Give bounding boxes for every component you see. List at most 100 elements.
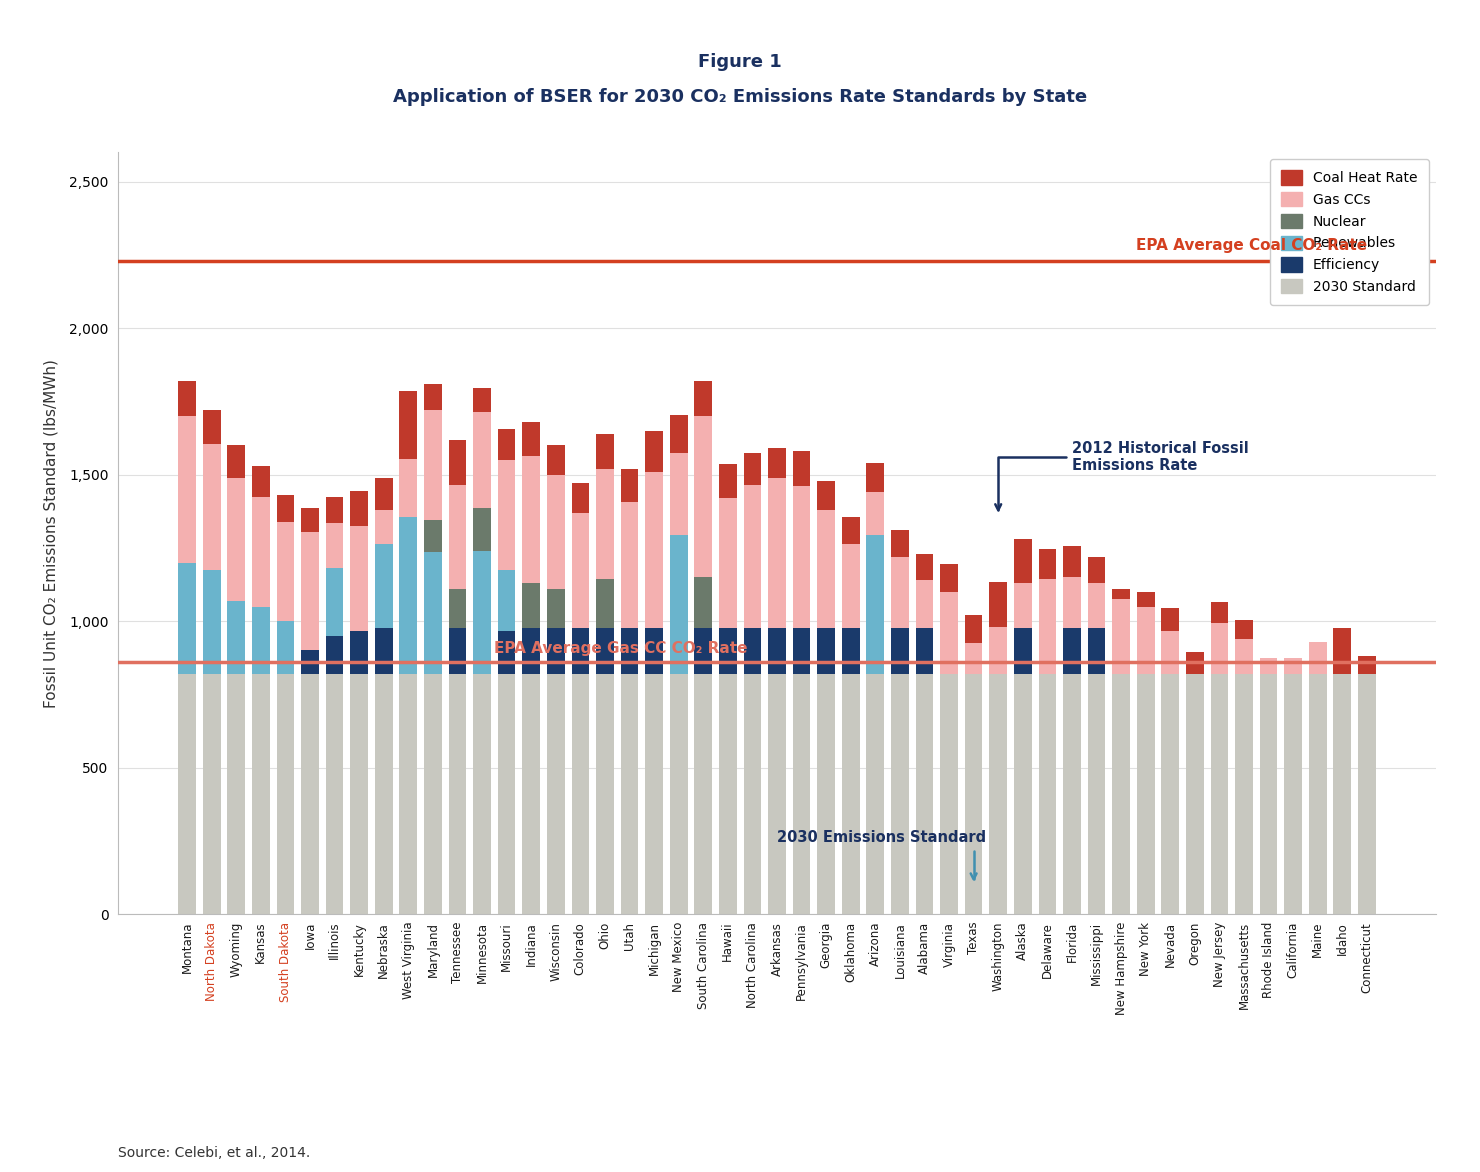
Bar xyxy=(252,674,269,914)
Bar xyxy=(300,532,318,650)
Bar xyxy=(620,503,638,628)
Bar xyxy=(1113,590,1129,599)
Bar xyxy=(548,674,565,914)
Bar xyxy=(768,628,786,674)
Bar xyxy=(916,580,934,628)
Bar xyxy=(448,674,466,914)
Bar xyxy=(178,674,195,914)
Bar xyxy=(1259,657,1277,674)
Bar xyxy=(916,674,934,914)
Bar xyxy=(425,384,441,410)
Text: 2030 Emissions Standard: 2030 Emissions Standard xyxy=(777,831,986,879)
Bar xyxy=(1137,592,1154,607)
Bar xyxy=(743,452,761,485)
Bar xyxy=(400,458,417,517)
Bar xyxy=(817,481,835,510)
Bar xyxy=(1308,642,1326,674)
Text: Figure 1: Figure 1 xyxy=(699,53,781,70)
Bar xyxy=(620,469,638,503)
Bar xyxy=(1014,674,1032,914)
Bar xyxy=(1162,608,1180,632)
Bar xyxy=(474,674,491,914)
Bar xyxy=(548,628,565,674)
Bar xyxy=(596,469,614,579)
Bar xyxy=(277,495,295,522)
Bar xyxy=(1285,657,1302,674)
Bar xyxy=(694,416,712,578)
Bar xyxy=(1113,599,1129,674)
Bar xyxy=(694,674,712,914)
Bar xyxy=(351,491,369,526)
Bar xyxy=(326,523,343,568)
Text: Application of BSER for 2030 CO₂ Emissions Rate Standards by State: Application of BSER for 2030 CO₂ Emissio… xyxy=(392,88,1088,105)
Bar xyxy=(1162,632,1180,674)
Bar xyxy=(1137,607,1154,674)
Bar xyxy=(1333,674,1351,914)
Bar xyxy=(793,674,811,914)
Bar xyxy=(793,451,811,486)
Bar xyxy=(940,564,958,592)
Y-axis label: Fossil Unit CO₂ Emissions Standard (lbs/MWh): Fossil Unit CO₂ Emissions Standard (lbs/… xyxy=(43,359,58,708)
Bar xyxy=(374,674,392,914)
Bar xyxy=(1236,620,1254,639)
Bar xyxy=(203,570,221,674)
Bar xyxy=(252,465,269,497)
Text: Source: Celebi, et al., 2014.: Source: Celebi, et al., 2014. xyxy=(118,1146,311,1160)
Bar xyxy=(596,434,614,469)
Bar xyxy=(596,628,614,674)
Bar xyxy=(548,445,565,475)
Bar xyxy=(474,509,491,551)
Bar xyxy=(1063,578,1080,628)
Bar xyxy=(694,578,712,628)
Bar xyxy=(743,674,761,914)
Bar xyxy=(425,410,441,520)
Bar xyxy=(1211,622,1228,674)
Bar xyxy=(719,628,737,674)
Bar xyxy=(965,643,983,674)
Bar xyxy=(326,635,343,674)
Bar xyxy=(571,483,589,513)
Bar xyxy=(548,475,565,590)
Bar xyxy=(596,674,614,914)
Bar xyxy=(596,579,614,628)
Bar xyxy=(743,485,761,628)
Bar xyxy=(400,674,417,914)
Bar xyxy=(571,513,589,628)
Text: EPA Average Coal CO₂ Rate: EPA Average Coal CO₂ Rate xyxy=(1135,238,1368,253)
Bar xyxy=(719,464,737,498)
Bar xyxy=(351,632,369,674)
Bar xyxy=(203,674,221,914)
Bar xyxy=(965,615,983,643)
Bar xyxy=(1333,628,1351,674)
Bar xyxy=(571,628,589,674)
Bar xyxy=(620,674,638,914)
Bar xyxy=(891,674,909,914)
Bar xyxy=(448,440,466,485)
Bar xyxy=(400,391,417,458)
Bar xyxy=(228,445,246,478)
Bar xyxy=(448,590,466,628)
Bar xyxy=(522,422,540,456)
Bar xyxy=(842,544,860,628)
Bar xyxy=(374,510,392,544)
Bar xyxy=(940,674,958,914)
Bar xyxy=(374,478,392,510)
Bar xyxy=(1063,546,1080,578)
Text: 2012 Historical Fossil
Emissions Rate: 2012 Historical Fossil Emissions Rate xyxy=(995,441,1249,510)
Bar xyxy=(351,674,369,914)
Bar xyxy=(670,415,688,452)
Bar xyxy=(645,674,663,914)
Bar xyxy=(326,568,343,635)
Bar xyxy=(1088,584,1106,628)
Bar xyxy=(326,674,343,914)
Bar xyxy=(252,607,269,674)
Bar xyxy=(1185,674,1203,914)
Bar xyxy=(497,570,515,632)
Legend: Coal Heat Rate, Gas CCs, Nuclear, Renewables, Efficiency, 2030 Standard: Coal Heat Rate, Gas CCs, Nuclear, Renewa… xyxy=(1270,159,1428,305)
Bar xyxy=(768,478,786,628)
Bar xyxy=(277,674,295,914)
Bar xyxy=(1211,674,1228,914)
Bar xyxy=(670,534,688,674)
Bar xyxy=(300,674,318,914)
Bar xyxy=(1359,674,1376,914)
